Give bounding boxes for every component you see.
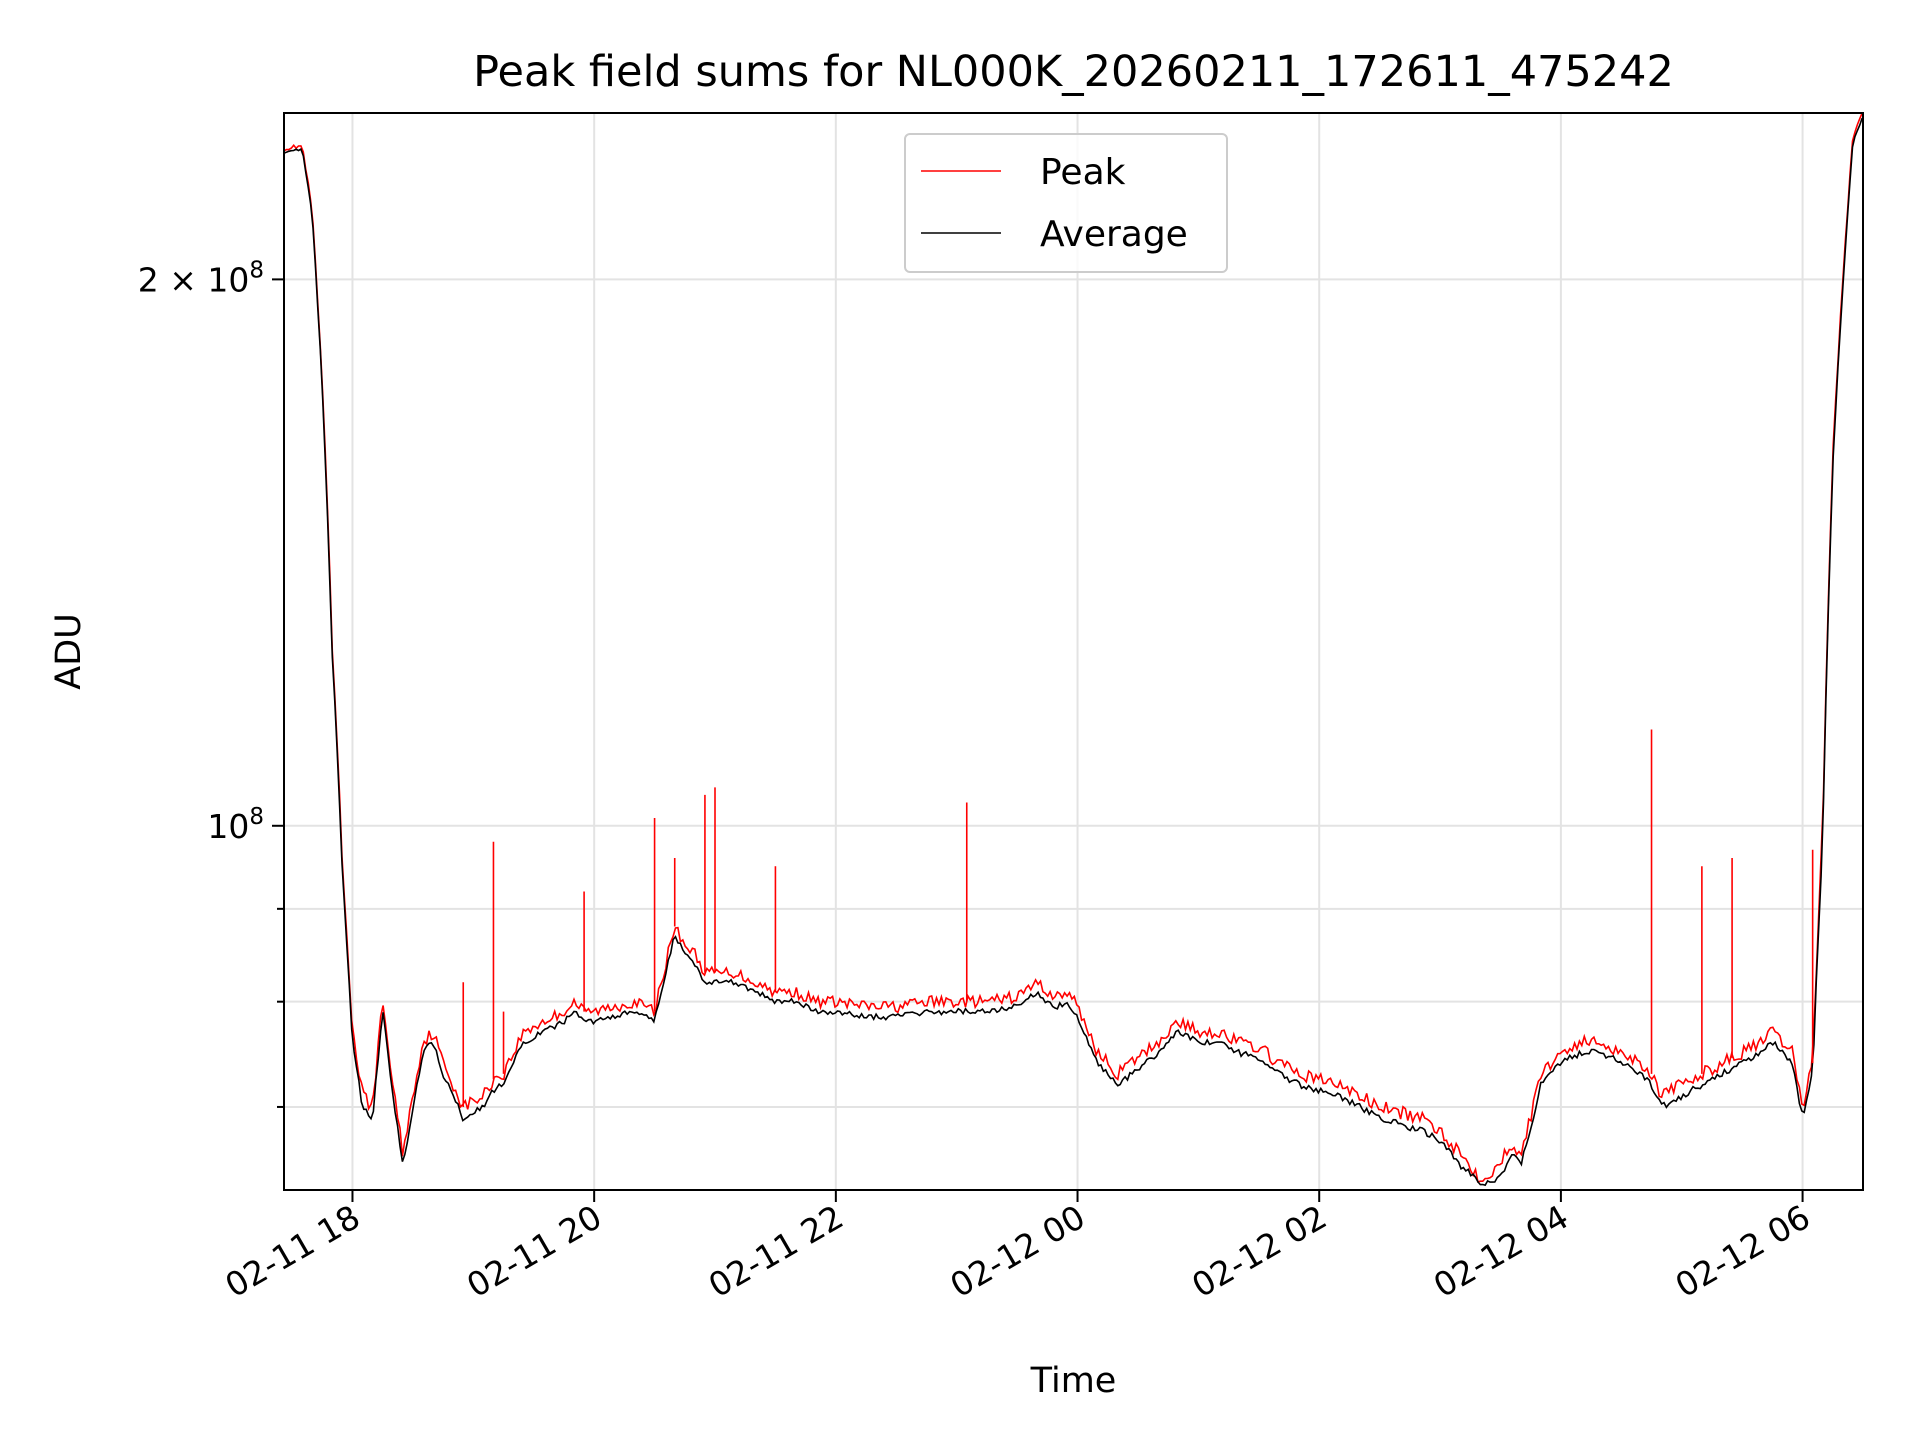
- x-tick-label: 02-11 20: [460, 1197, 608, 1305]
- legend-label-average: Average: [1040, 214, 1188, 255]
- x-tick-label: 02-12 00: [944, 1197, 1092, 1305]
- x-axis-label: Time: [1030, 1361, 1117, 1401]
- plot-area: [284, 113, 1863, 1187]
- axes-frame: [283, 112, 1864, 1191]
- chart-title: Peak field sums for NL000K_20260211_1726…: [473, 47, 1674, 97]
- x-tick-label: 02-12 04: [1427, 1197, 1575, 1305]
- x-axis: 02-11 18 02-11 20 02-11 22 02-12 00 02-12 02…: [218, 1190, 1817, 1305]
- y-axis-label: ADU: [49, 613, 89, 690]
- legend-label-peak: Peak: [1040, 152, 1126, 193]
- x-tick-label: 02-12 02: [1185, 1197, 1333, 1305]
- legend: Peak Average: [904, 133, 1228, 273]
- y-tick-label: 2 × 108: [138, 257, 264, 299]
- x-tick-label: 02-12 06: [1669, 1197, 1817, 1305]
- y-axis: 108 2 × 108: [138, 257, 284, 1108]
- x-tick-label: 02-11 22: [702, 1197, 850, 1305]
- grid-lines: [284, 113, 1863, 1190]
- legend-box: [904, 133, 1228, 273]
- x-tick-label: 02-11 18: [218, 1197, 366, 1305]
- series-line-peak: [284, 113, 1863, 1183]
- series-line-average: [284, 117, 1863, 1187]
- y-tick-label: 108: [207, 804, 264, 846]
